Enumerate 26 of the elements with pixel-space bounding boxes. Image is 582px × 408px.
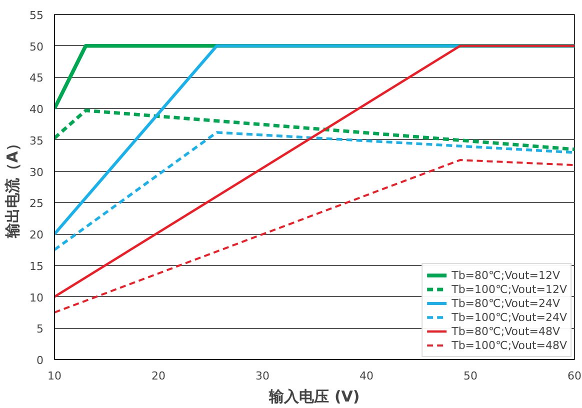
y-tick-label: 15 (30, 260, 44, 273)
x-tick-label: 40 (360, 370, 374, 382)
x-tick-label: 10 (48, 370, 62, 382)
x-tick-label: 20 (152, 370, 166, 382)
y-tick-label: 55 (30, 9, 44, 22)
legend-label: Tb=80℃;Vout=12V (452, 268, 560, 282)
y-tick-label: 0 (36, 354, 44, 367)
y-tick-label: 40 (30, 103, 44, 116)
legend-label: Tb=100℃;Vout=12V (452, 282, 567, 296)
x-tick-label: 60 (568, 370, 582, 382)
y-tick-label: 50 (30, 40, 44, 54)
y-tick-label: 25 (30, 197, 44, 210)
legend-label: Tb=100℃;Vout=48V (452, 338, 567, 352)
x-tick-label: 30 (256, 370, 270, 382)
legend-label: Tb=80℃;Vout=48V (452, 324, 560, 338)
y-tick-label: 5 (36, 322, 44, 336)
y-tick-label: 10 (30, 291, 44, 304)
legend-label: Tb=80℃;Vout=24V (452, 296, 560, 310)
y-tick-label: 35 (30, 134, 44, 148)
y-tick-label: 20 (30, 228, 44, 242)
y-tick-label: 30 (30, 166, 44, 179)
x-tick-label: 50 (464, 370, 478, 382)
legend-label: Tb=100℃;Vout=24V (452, 310, 567, 324)
y-tick-label: 45 (30, 72, 44, 85)
y-axis-title: 输出电流（A） (4, 136, 22, 239)
x-axis-title: 输入电压 (V) (268, 388, 360, 406)
